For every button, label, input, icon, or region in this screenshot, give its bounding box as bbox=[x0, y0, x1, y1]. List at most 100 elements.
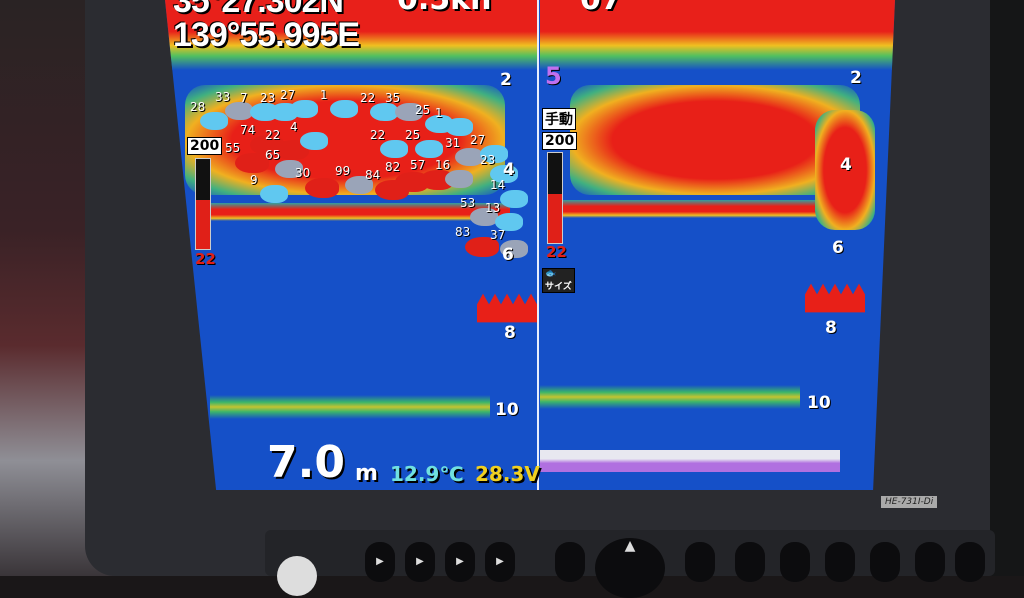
echo-line bbox=[560, 200, 820, 218]
gain-mode-label[interactable]: 手動 bbox=[542, 108, 576, 130]
fish-size-label: 1 bbox=[435, 106, 443, 120]
fish-grey-icon bbox=[470, 208, 498, 226]
gain-value: 22 bbox=[195, 250, 216, 268]
bottom-echo bbox=[805, 283, 865, 313]
key-6[interactable] bbox=[685, 542, 715, 582]
key-1[interactable]: ▶ bbox=[365, 542, 395, 582]
range-number: 5 bbox=[545, 62, 562, 90]
depth-mark-10: 10 bbox=[495, 400, 519, 420]
depth-mark-6: 6 bbox=[502, 245, 514, 265]
gain-bar[interactable] bbox=[547, 152, 563, 244]
fish-size-label: 55 bbox=[225, 141, 241, 155]
fish-size-label: 82 bbox=[385, 160, 401, 174]
depth-mark-10: 10 bbox=[807, 393, 831, 413]
fish-cyan-icon bbox=[495, 213, 523, 231]
key-8[interactable] bbox=[780, 542, 810, 582]
header-partial: 07 bbox=[580, 0, 622, 17]
fish-cyan-icon bbox=[380, 140, 408, 158]
fish-size-label: 65 bbox=[265, 148, 281, 162]
gain-bar-fill bbox=[196, 199, 210, 249]
gain-bar[interactable] bbox=[195, 158, 211, 250]
fish-grey-icon bbox=[445, 170, 473, 188]
fish-cyan-icon bbox=[480, 145, 508, 163]
depth-mark-8: 8 bbox=[825, 318, 837, 338]
fish-size-label: 53 bbox=[460, 196, 476, 210]
water-temperature: 12.9℃ bbox=[390, 462, 464, 486]
fish-size-label: 22 bbox=[265, 128, 281, 142]
depth-mark-6: 6 bbox=[832, 238, 844, 258]
fish-size-label: サイズ bbox=[545, 282, 572, 292]
fish-size-label: 25 bbox=[415, 103, 431, 117]
fish-size-label: 4 bbox=[290, 120, 298, 134]
key-10[interactable] bbox=[870, 542, 900, 582]
depth-mark-2: 2 bbox=[500, 70, 512, 90]
fish-cyan-icon bbox=[415, 140, 443, 158]
depth-mark-4: 4 bbox=[840, 155, 852, 175]
model-label: HE-731I-Di bbox=[881, 496, 938, 508]
bottom-echo bbox=[477, 293, 537, 323]
longitude: 139°55.995E bbox=[173, 16, 360, 54]
fish-size-label: 28 bbox=[190, 100, 206, 114]
fish-size-label: 23 bbox=[260, 91, 276, 105]
voltage: 28.3V bbox=[475, 462, 540, 486]
panel-divider bbox=[537, 0, 539, 490]
seabed-echo bbox=[210, 395, 490, 419]
depth-mark-4: 4 bbox=[503, 160, 515, 180]
echo-line bbox=[210, 203, 510, 221]
key-7[interactable] bbox=[735, 542, 765, 582]
fish-size-label: 99 bbox=[335, 164, 351, 178]
fish-size-label: 9 bbox=[250, 173, 258, 187]
fish-cyan-icon bbox=[330, 100, 358, 118]
gain-label: 200 bbox=[542, 132, 578, 150]
fish-cyan-icon bbox=[490, 165, 518, 183]
fish-cyan-icon bbox=[370, 103, 398, 121]
fish-red-icon bbox=[235, 153, 269, 173]
fish-school-echo bbox=[570, 85, 860, 195]
keypad: ▶ ▶ ▶ ▶ ▲ bbox=[265, 530, 995, 598]
fish-size-label: 33 bbox=[215, 90, 231, 104]
depth-mark-8: 8 bbox=[504, 323, 516, 343]
latitude: 35°27.302N bbox=[173, 0, 344, 20]
fish-size-label: 16 bbox=[435, 158, 451, 172]
surface-clutter bbox=[165, 0, 537, 70]
direction-pad[interactable]: ▲ bbox=[595, 538, 665, 598]
depth-mark-2: 2 bbox=[850, 68, 862, 88]
fish-size-label: 31 bbox=[445, 136, 461, 150]
sonar-screen: 28 33 7 23 27 1 22 35 25 1 74 22 4 22 25 31 27 55 65 9 30 99 8… bbox=[165, 0, 895, 490]
depth-readout: 7.0 bbox=[267, 437, 345, 488]
echo-right-edge bbox=[815, 110, 875, 230]
key-12[interactable] bbox=[955, 542, 985, 582]
fish-size-label: 27 bbox=[470, 133, 486, 147]
right-echo-panel: 07 5 手動 200 22 🐟 サイズ 2 4 6 8 10 bbox=[540, 0, 895, 490]
fish-size-label: 27 bbox=[280, 88, 296, 102]
fish-red-icon bbox=[465, 237, 499, 257]
key-5[interactable] bbox=[555, 542, 585, 582]
fish-size-toggle[interactable]: 🐟 サイズ bbox=[542, 268, 575, 293]
left-echo-panel: 28 33 7 23 27 1 22 35 25 1 74 22 4 22 25 31 27 55 65 9 30 99 8… bbox=[165, 0, 537, 490]
power-knob[interactable] bbox=[277, 556, 317, 596]
fish-size-label: 74 bbox=[240, 123, 256, 137]
fish-size-label: 1 bbox=[320, 88, 328, 102]
key-2[interactable]: ▶ bbox=[405, 542, 435, 582]
fish-red-icon bbox=[305, 178, 339, 198]
key-11[interactable] bbox=[915, 542, 945, 582]
gain-value: 22 bbox=[546, 243, 567, 261]
key-9[interactable] bbox=[825, 542, 855, 582]
fish-size-icon: 🐟 bbox=[545, 269, 557, 279]
fish-grey-icon bbox=[455, 148, 483, 166]
fish-size-label: 22 bbox=[360, 91, 376, 105]
fish-cyan-icon bbox=[260, 185, 288, 203]
fish-size-label: 30 bbox=[295, 166, 311, 180]
fish-grey-icon bbox=[275, 160, 303, 178]
speed: 0.5kn bbox=[397, 0, 491, 17]
fish-grey-icon bbox=[345, 176, 373, 194]
fish-size-label: 23 bbox=[480, 153, 496, 167]
fish-size-label: 14 bbox=[490, 178, 506, 192]
fish-cyan-icon bbox=[500, 190, 528, 208]
key-4[interactable]: ▶ bbox=[485, 542, 515, 582]
fish-cyan-icon bbox=[290, 100, 318, 118]
key-3[interactable]: ▶ bbox=[445, 542, 475, 582]
depth-unit: m bbox=[355, 461, 378, 486]
bottom-history-strip bbox=[540, 450, 840, 472]
fish-size-label: 25 bbox=[405, 128, 421, 142]
